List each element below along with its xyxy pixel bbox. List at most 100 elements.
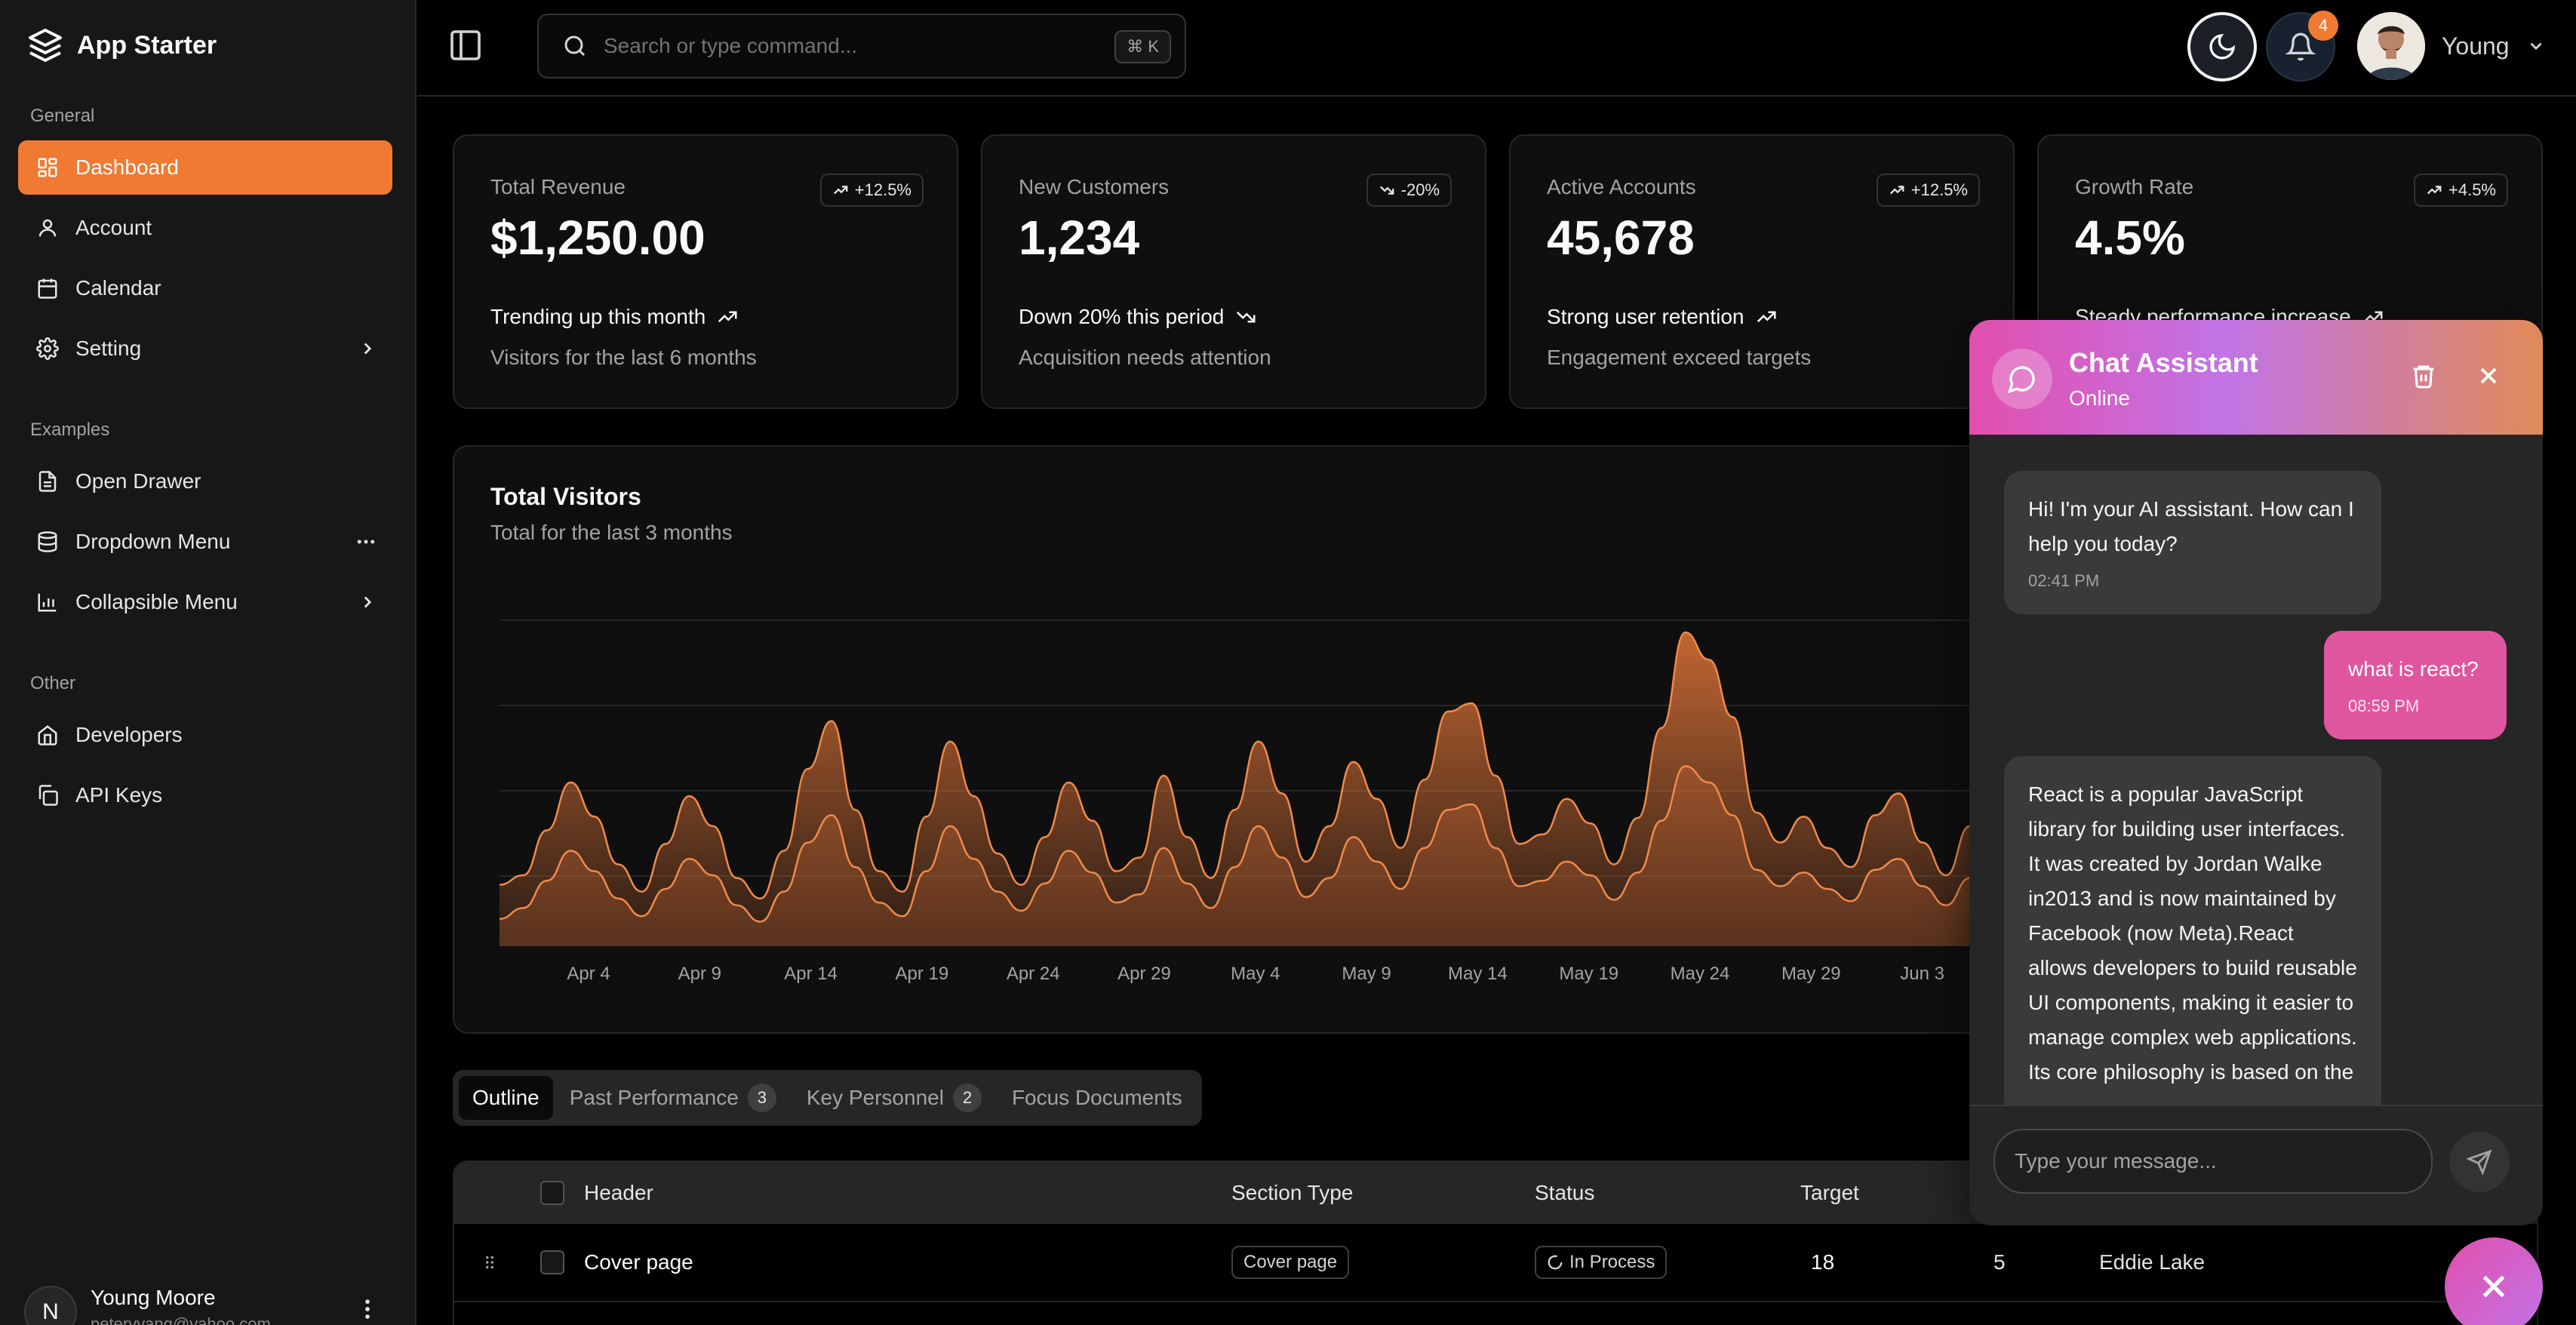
stat-description: Engagement exceed targets xyxy=(1547,346,1812,369)
chat-message-user: what is react? 08:59 PM xyxy=(2324,631,2507,739)
trending-down-icon xyxy=(1234,306,1257,328)
chat-title: Chat Assistant xyxy=(2069,347,2258,378)
profile-avatar xyxy=(2357,12,2425,80)
column-header-status[interactable]: Status xyxy=(1535,1181,1595,1204)
calendar-icon xyxy=(36,277,59,300)
gear-icon xyxy=(36,337,59,360)
x-tick-label: Jun 3 xyxy=(1900,964,1944,984)
tab-past-performance[interactable]: Past Performance 3 xyxy=(556,1076,790,1120)
bell-icon xyxy=(2286,32,2316,62)
notification-count-badge: 4 xyxy=(2308,11,2338,41)
trending-up-icon xyxy=(2362,306,2384,328)
more-horizontal-icon[interactable] xyxy=(355,515,377,569)
chat-toggle-button[interactable] xyxy=(2445,1237,2543,1325)
trending-down-icon xyxy=(1379,182,1395,198)
group-label-other: Other xyxy=(30,673,76,693)
more-vertical-icon[interactable] xyxy=(355,1296,380,1322)
message-circle-icon xyxy=(1992,349,2052,409)
database-icon xyxy=(36,530,59,553)
sidebar-item-account[interactable]: Account xyxy=(18,201,392,255)
trending-up-icon xyxy=(832,182,849,198)
sidebar-item-open-drawer[interactable]: Open Drawer xyxy=(18,454,392,509)
group-label-general: General xyxy=(30,106,95,126)
x-tick-label: Apr 9 xyxy=(678,964,721,984)
sidebar-item-label: Calendar xyxy=(75,276,161,300)
theme-toggle-button[interactable] xyxy=(2187,12,2257,81)
sidebar-item-label: Collapsible Menu xyxy=(75,590,238,613)
group-label-examples: Examples xyxy=(30,420,110,440)
trending-up-icon xyxy=(1889,182,1905,198)
chart-title: Total Visitors xyxy=(490,483,641,510)
x-tick-label: Apr 4 xyxy=(567,964,610,984)
close-icon[interactable] xyxy=(2475,362,2502,389)
row-header-link[interactable]: Cover page xyxy=(584,1250,693,1274)
sidebar-item-calendar[interactable]: Calendar xyxy=(18,261,392,315)
drag-handle-icon[interactable] xyxy=(480,1224,500,1301)
tab-key-personnel[interactable]: Key Personnel 2 xyxy=(793,1076,995,1120)
brand[interactable]: App Starter xyxy=(27,27,217,63)
sidebar-item-label: Dashboard xyxy=(75,155,179,179)
send-button[interactable] xyxy=(2449,1132,2510,1192)
chat-message-input[interactable] xyxy=(1993,1129,2433,1194)
search-input[interactable] xyxy=(604,34,1087,58)
stat-value: 4.5% xyxy=(2075,211,2185,265)
sidebar-toggle-icon[interactable] xyxy=(447,27,484,63)
column-header-target[interactable]: Target xyxy=(1800,1181,1859,1204)
stat-description: Visitors for the last 6 months xyxy=(490,346,757,369)
section-type-badge: Cover page xyxy=(1231,1224,1350,1301)
user-icon xyxy=(36,217,59,239)
x-tick-label: May 29 xyxy=(1781,964,1841,984)
profile-menu[interactable]: Young xyxy=(2357,12,2546,80)
tab-outline[interactable]: Outline xyxy=(459,1076,553,1120)
sidebar-item-setting[interactable]: Setting xyxy=(18,321,392,376)
tab-count-badge: 2 xyxy=(952,1084,982,1112)
sidebar-item-dropdown-menu[interactable]: Dropdown Menu xyxy=(18,515,392,569)
table-row[interactable]: Cover page Cover page In Process 18 5 Ed… xyxy=(454,1224,2537,1302)
home-icon xyxy=(36,724,59,746)
sidebar-item-dashboard[interactable]: Dashboard xyxy=(18,140,392,195)
chevron-down-icon xyxy=(2526,36,2546,56)
sidebar-item-collapsible-menu[interactable]: Collapsible Menu xyxy=(18,575,392,629)
user-email: peteryyang@yahoo.com xyxy=(91,1314,271,1325)
x-tick-label: Apr 24 xyxy=(1007,964,1060,984)
reviewer-value[interactable]: Eddie Lake xyxy=(2099,1250,2206,1274)
user-name: Young Moore xyxy=(91,1286,216,1309)
x-tick-label: Apr 19 xyxy=(896,964,949,984)
x-tick-label: Apr 14 xyxy=(784,964,838,984)
x-tick-label: May 19 xyxy=(1559,964,1618,984)
app-title: App Starter xyxy=(77,30,217,60)
stat-badge: +12.5% xyxy=(819,174,924,207)
tab-focus-documents[interactable]: Focus Documents xyxy=(1011,1086,1182,1109)
notifications-button[interactable]: 4 xyxy=(2266,11,2338,81)
loader-icon xyxy=(1547,1254,1563,1271)
stat-badge: +4.5% xyxy=(2414,174,2508,207)
x-tick-label: May 14 xyxy=(1448,964,1508,984)
trash-icon[interactable] xyxy=(2410,362,2437,389)
chevron-right-icon xyxy=(358,575,377,629)
trending-up-icon xyxy=(1755,306,1778,328)
stat-trend-text: Strong user retention xyxy=(1547,305,1778,329)
stat-badge: +12.5% xyxy=(1876,174,1980,207)
search-box[interactable]: ⌘ K xyxy=(537,14,1186,78)
column-header-section-type[interactable]: Section Type xyxy=(1231,1181,1354,1204)
limit-value[interactable]: 5 xyxy=(1993,1250,2006,1274)
search-icon xyxy=(561,32,589,60)
chat-message-bot: React is a popular JavaScript library fo… xyxy=(2004,756,2381,1118)
avatar: N xyxy=(24,1286,77,1325)
chat-message-bot: Hi! I'm your AI assistant. How can I hel… xyxy=(2004,471,2381,614)
select-all-checkbox[interactable] xyxy=(540,1162,564,1224)
stat-label: Total Revenue xyxy=(490,175,626,198)
moon-icon xyxy=(2207,32,2237,62)
row-checkbox[interactable] xyxy=(540,1224,564,1301)
stat-value: $1,250.00 xyxy=(490,211,705,265)
trending-up-icon xyxy=(2426,182,2442,198)
sidebar-item-api-keys[interactable]: API Keys xyxy=(18,768,392,822)
section-tabs: Outline Past Performance 3 Key Personnel 2… xyxy=(453,1070,1202,1126)
message-time: 08:59 PM xyxy=(2348,696,2420,715)
sidebar-user[interactable]: N Young Moore peteryyang@yahoo.com xyxy=(24,1283,271,1325)
sidebar-item-developers[interactable]: Developers xyxy=(18,708,392,762)
column-header-header[interactable]: Header xyxy=(584,1181,653,1204)
target-value[interactable]: 18 xyxy=(1811,1250,1835,1274)
search-shortcut: ⌘ K xyxy=(1114,30,1171,63)
message-time: 02:41 PM xyxy=(2028,571,2100,590)
